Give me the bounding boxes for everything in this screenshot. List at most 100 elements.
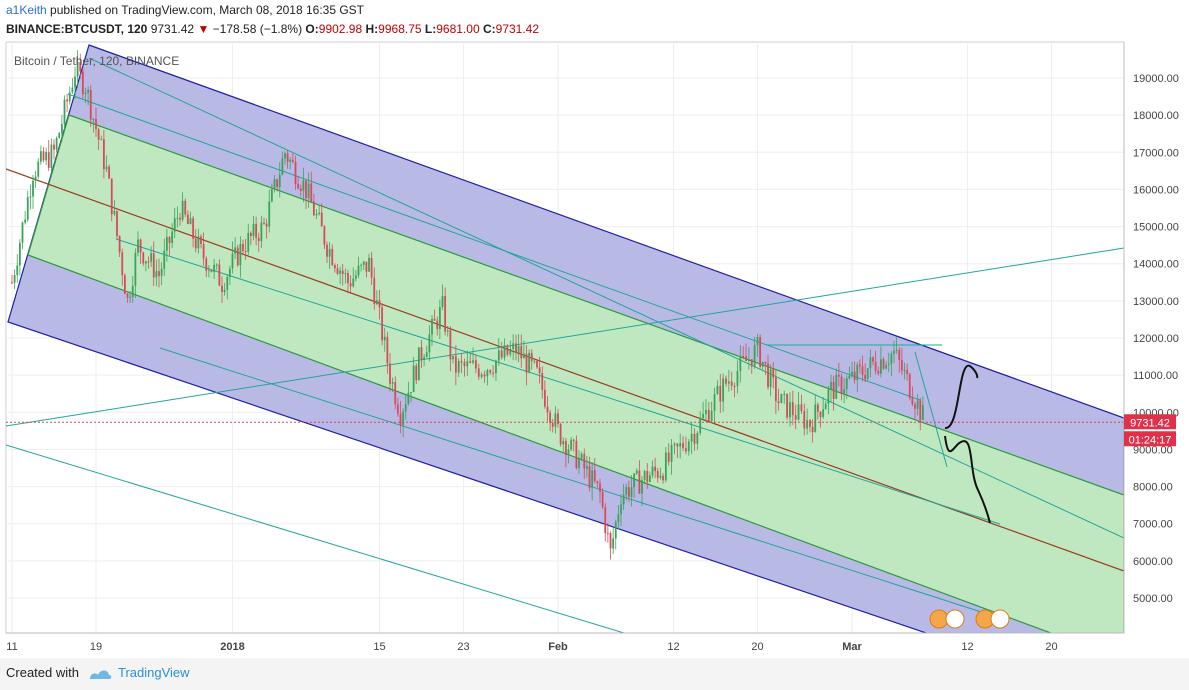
candle[interactable]	[386, 336, 389, 364]
candle[interactable]	[522, 353, 525, 359]
tradingview-logo-icon[interactable]	[88, 667, 112, 681]
candle[interactable]	[500, 350, 503, 358]
candle[interactable]	[213, 264, 216, 272]
candle[interactable]	[223, 289, 226, 292]
candle[interactable]	[530, 352, 533, 362]
candle[interactable]	[139, 239, 142, 253]
candle[interactable]	[207, 270, 210, 272]
candle[interactable]	[391, 382, 394, 384]
candle[interactable]	[872, 357, 874, 362]
candle[interactable]	[284, 153, 286, 159]
candle[interactable]	[575, 440, 578, 469]
candle[interactable]	[606, 533, 609, 535]
candle[interactable]	[210, 270, 213, 272]
candle[interactable]	[239, 243, 242, 266]
candle[interactable]	[39, 151, 42, 162]
candle[interactable]	[236, 247, 239, 266]
candle[interactable]	[194, 238, 197, 249]
candle[interactable]	[423, 357, 426, 360]
candle[interactable]	[310, 183, 313, 202]
drop-line[interactable]	[914, 351, 948, 468]
candle[interactable]	[664, 452, 667, 481]
rising-trend-line[interactable]	[6, 247, 1124, 427]
candle[interactable]	[126, 294, 129, 298]
candle[interactable]	[475, 360, 477, 369]
candle[interactable]	[866, 368, 869, 380]
candle[interactable]	[506, 345, 509, 355]
candle[interactable]	[228, 268, 231, 278]
candle[interactable]	[856, 364, 859, 381]
candle[interactable]	[357, 265, 360, 276]
candle[interactable]	[570, 439, 573, 450]
candle[interactable]	[702, 413, 704, 419]
candle[interactable]	[362, 261, 365, 265]
candle[interactable]	[420, 347, 423, 360]
candle[interactable]	[58, 133, 61, 139]
candle[interactable]	[614, 521, 617, 539]
candle[interactable]	[255, 223, 258, 238]
candle[interactable]	[273, 179, 276, 190]
candle[interactable]	[843, 389, 846, 394]
candle[interactable]	[84, 92, 87, 95]
candle[interactable]	[557, 413, 559, 425]
candle[interactable]	[533, 360, 536, 362]
candle[interactable]	[725, 378, 727, 384]
candle[interactable]	[113, 211, 116, 215]
candle[interactable]	[444, 296, 447, 332]
candle[interactable]	[858, 364, 861, 367]
candle[interactable]	[699, 418, 702, 433]
candle[interactable]	[100, 139, 103, 141]
candle[interactable]	[53, 144, 55, 150]
candle[interactable]	[341, 270, 344, 275]
candle[interactable]	[617, 514, 620, 522]
candle[interactable]	[105, 166, 108, 170]
candle[interactable]	[436, 320, 439, 330]
candle[interactable]	[885, 365, 888, 369]
candle[interactable]	[260, 222, 263, 241]
candle[interactable]	[911, 397, 914, 405]
candle[interactable]	[687, 441, 690, 452]
candle[interactable]	[819, 411, 822, 417]
candle[interactable]	[257, 237, 260, 241]
candle[interactable]	[480, 374, 483, 377]
candle[interactable]	[685, 448, 687, 452]
candle[interactable]	[231, 253, 234, 269]
candle[interactable]	[806, 420, 809, 429]
candle[interactable]	[454, 356, 457, 373]
candle[interactable]	[129, 297, 132, 299]
candle[interactable]	[460, 360, 463, 363]
candle[interactable]	[748, 359, 750, 362]
candle[interactable]	[794, 415, 797, 420]
event-flag-icon[interactable]	[945, 609, 965, 629]
candle[interactable]	[753, 345, 756, 367]
candle[interactable]	[879, 359, 882, 374]
candle[interactable]	[797, 404, 800, 420]
candle[interactable]	[45, 152, 48, 161]
candle[interactable]	[887, 363, 890, 366]
candle[interactable]	[710, 410, 713, 422]
candle[interactable]	[622, 494, 625, 505]
candle[interactable]	[394, 382, 397, 405]
candle[interactable]	[832, 381, 835, 399]
candle[interactable]	[32, 180, 34, 197]
candle[interactable]	[87, 89, 90, 93]
trend-line-bottom[interactable]	[6, 444, 625, 633]
candle[interactable]	[247, 232, 250, 252]
candle[interactable]	[399, 413, 402, 426]
candle[interactable]	[373, 277, 376, 305]
candle[interactable]	[864, 374, 867, 380]
candle[interactable]	[331, 248, 334, 266]
candle[interactable]	[716, 385, 719, 394]
candle[interactable]	[131, 285, 134, 298]
price-chart[interactable]: Bitcoin / Tether, 120, BINANCE 19000.001…	[0, 0, 1189, 658]
trend-line-lower[interactable]	[159, 347, 1001, 619]
candle[interactable]	[396, 404, 399, 414]
event-markers[interactable]	[929, 609, 1010, 629]
candle[interactable]	[486, 370, 489, 377]
candle[interactable]	[81, 71, 84, 95]
candle[interactable]	[809, 420, 811, 427]
candle[interactable]	[851, 371, 853, 377]
candle[interactable]	[761, 361, 764, 367]
candle[interactable]	[512, 343, 515, 349]
candle[interactable]	[620, 504, 622, 515]
